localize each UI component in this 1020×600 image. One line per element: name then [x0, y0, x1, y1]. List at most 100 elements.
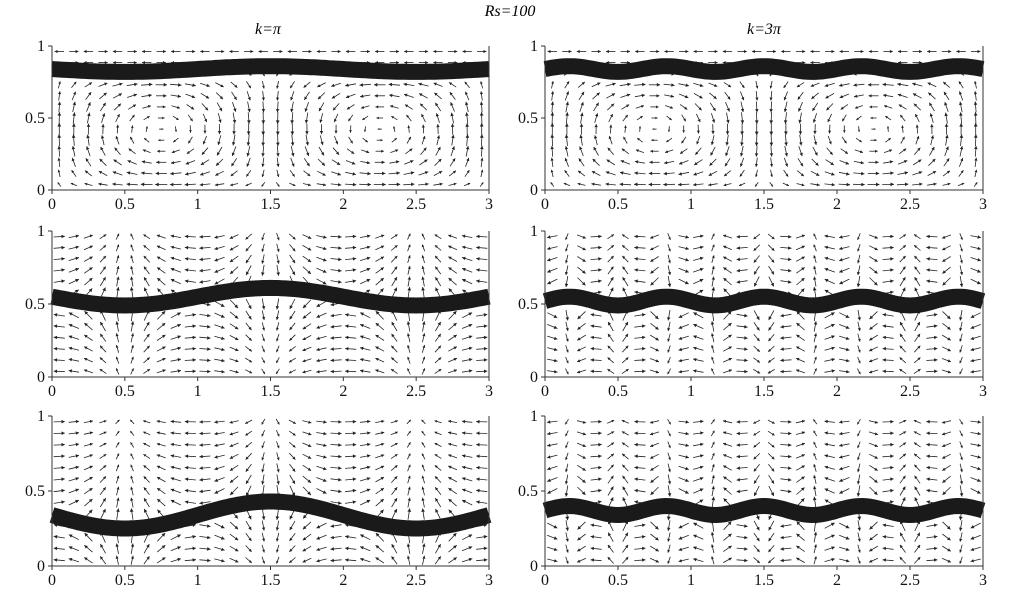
velocity-arrow-head — [214, 420, 218, 424]
velocity-arrow-head — [699, 499, 704, 503]
velocity-arrow-head — [889, 160, 893, 164]
velocity-arrow-head — [926, 442, 930, 447]
velocity-arrow-head — [710, 141, 715, 145]
velocity-arrow-head — [670, 106, 673, 109]
velocity-arrow-head — [407, 266, 411, 270]
velocity-arrow-head — [380, 278, 384, 282]
velocity-arrow-head — [146, 345, 150, 349]
velocity-arrow-head — [465, 101, 469, 106]
velocity-arrow-head — [550, 169, 554, 173]
velocity-arrow-head — [221, 559, 225, 563]
velocity-arrow-head — [685, 443, 689, 447]
velocity-arrow-head — [217, 141, 221, 145]
velocity-arrow-head — [262, 316, 266, 320]
velocity-arrow-head — [146, 321, 150, 326]
velocity-arrow-head — [156, 442, 160, 446]
velocity-arrow-head — [869, 370, 873, 374]
velocity-arrow-head — [685, 455, 689, 459]
velocity-arrow-head — [682, 130, 685, 133]
velocity-arrow-head — [276, 481, 280, 485]
velocity-arrow-head — [407, 287, 412, 291]
velocity-arrow-head — [831, 346, 835, 350]
velocity-arrow-head — [422, 543, 426, 547]
velocity-arrow-head — [338, 466, 342, 470]
velocity-arrow-head — [276, 327, 279, 331]
velocity-arrow-head — [316, 314, 321, 318]
velocity-arrow-head — [796, 346, 800, 350]
velocity-arrow-head — [130, 543, 135, 547]
velocity-arrow-head — [220, 536, 225, 540]
velocity-arrow-head — [946, 525, 951, 530]
velocity-arrow-head — [874, 444, 878, 447]
velocity-arrow-head — [144, 498, 148, 502]
velocity-arrow-head — [714, 61, 718, 65]
velocity-arrow-head — [711, 266, 715, 270]
velocity-arrow-head — [100, 135, 105, 139]
velocity-arrow-head — [582, 479, 586, 483]
velocity-arrow-head — [422, 345, 426, 348]
velocity-arrow-head — [839, 443, 843, 447]
velocity-arrow-head — [831, 172, 835, 176]
velocity-arrow-head — [232, 142, 236, 146]
velocity-arrow-head — [723, 288, 728, 293]
velocity-arrow-head — [245, 456, 249, 460]
velocity-arrow-head — [276, 73, 279, 77]
velocity-arrow-head — [873, 128, 876, 130]
velocity-arrow-head — [262, 73, 265, 77]
velocity-arrow-head — [462, 278, 466, 283]
velocity-arrow-head — [53, 558, 58, 562]
velocity-arrow-head — [192, 369, 196, 374]
velocity-arrow-head — [408, 442, 411, 445]
velocity-arrow-head — [359, 83, 363, 87]
velocity-arrow-head — [170, 465, 175, 470]
velocity-arrow-head — [420, 103, 424, 107]
velocity-arrow-head — [103, 465, 107, 469]
velocity-arrow-head — [693, 183, 697, 187]
velocity-arrow-head — [959, 538, 963, 542]
velocity-arrow-head — [322, 281, 327, 285]
velocity-arrow-head — [303, 84, 307, 88]
velocity-arrow-head — [831, 183, 835, 187]
velocity-arrow-head — [857, 527, 861, 531]
column-title-left: k=π — [255, 21, 282, 38]
velocity-arrow-head — [352, 419, 357, 424]
velocity-arrow-head — [162, 369, 166, 373]
velocity-arrow-head — [897, 82, 901, 87]
velocity-arrow-head — [184, 234, 189, 239]
velocity-arrow-head — [203, 130, 207, 134]
velocity-arrow-head — [292, 456, 296, 460]
velocity-arrow-head — [207, 336, 211, 340]
velocity-arrow-head — [711, 486, 715, 490]
velocity-arrow-head — [693, 358, 697, 362]
velocity-arrow-head — [547, 478, 551, 482]
velocity-arrow-head — [248, 316, 252, 320]
velocity-arrow-head — [667, 271, 672, 276]
velocity-arrow-head — [913, 103, 918, 107]
velocity-arrow-head — [115, 356, 119, 360]
velocity-arrow-head — [376, 116, 379, 120]
velocity-arrow-head — [699, 279, 704, 283]
velocity-arrow-head — [407, 368, 410, 371]
velocity-arrow-head — [699, 488, 704, 492]
velocity-arrow-head — [220, 84, 224, 87]
velocity-arrow-head — [391, 116, 394, 119]
velocity-arrow-head — [86, 123, 91, 127]
x-tick-label: 2.5 — [406, 383, 426, 400]
velocity-arrow-head — [664, 49, 668, 54]
velocity-arrow-head — [192, 335, 196, 340]
velocity-arrow-head — [448, 267, 452, 271]
velocity-arrow-head — [316, 547, 320, 551]
velocity-arrow-head — [926, 290, 930, 295]
velocity-arrow-head — [221, 325, 225, 329]
velocity-arrow-head — [723, 245, 727, 249]
velocity-arrow-head — [393, 126, 396, 129]
velocity-arrow-head — [649, 160, 653, 164]
velocity-arrow-head — [565, 469, 568, 473]
velocity-arrow-head — [780, 325, 784, 329]
velocity-arrow-head — [598, 268, 602, 272]
velocity-arrow-head — [131, 356, 134, 360]
velocity-arrow-head — [889, 149, 893, 153]
velocity-arrow-head — [974, 145, 978, 150]
velocity-arrow-head — [130, 475, 134, 479]
velocity-arrow-head — [352, 477, 357, 481]
